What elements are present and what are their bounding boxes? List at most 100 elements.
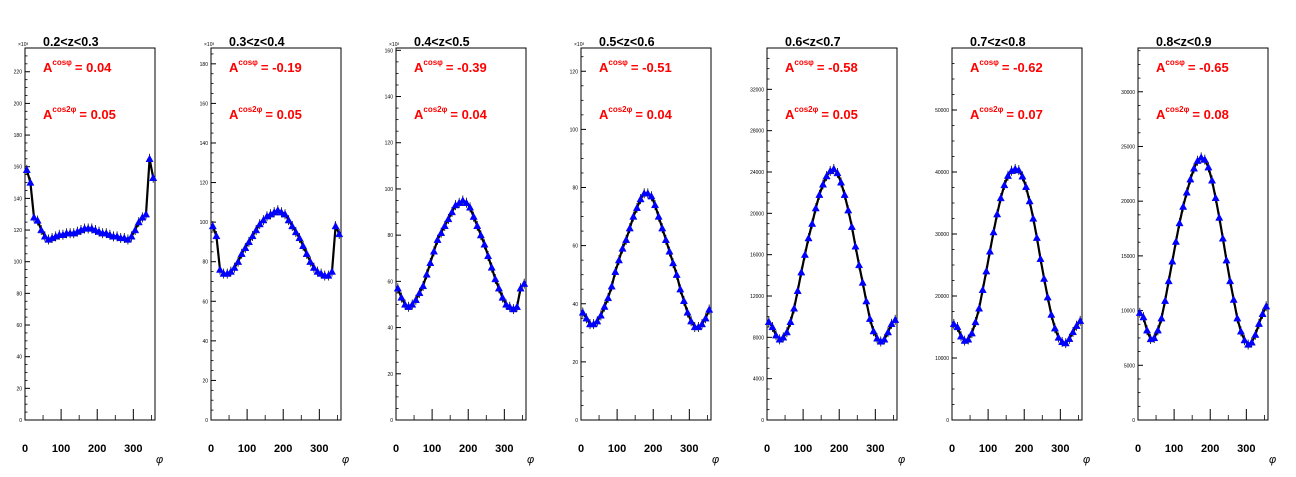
data-point	[862, 297, 871, 305]
x-axis-label: φ	[527, 454, 534, 466]
y-tick-label: 32000	[750, 87, 764, 93]
y-tick-label: 0	[19, 418, 22, 424]
data-point	[887, 319, 896, 328]
y-tick-label: 20000	[750, 211, 764, 217]
annotation-prefix: A	[414, 107, 424, 122]
y-tick-label: 0	[205, 418, 208, 424]
annotation-prefix: A	[785, 60, 795, 75]
data-point	[614, 256, 623, 264]
data-point	[141, 210, 150, 218]
data-point	[658, 224, 667, 232]
x-tick-label: 0	[578, 443, 584, 455]
panel-5: 0 4000 8000 12000 16000 20000 24000 28000 32000 0…	[750, 35, 905, 466]
data-point	[324, 271, 333, 279]
data-point	[880, 335, 889, 343]
data-point	[476, 231, 485, 239]
x-tick-label: 100	[1165, 443, 1183, 455]
annotation-superscript: cos2φ	[423, 105, 447, 114]
data-point	[643, 189, 652, 197]
panel-3: 0 20 40 60 80 100 120 140 160 0 100 200 300 φ ×10³ 0.4<…	[385, 35, 535, 466]
data-point	[1047, 310, 1056, 318]
data-point	[600, 302, 609, 310]
y-exponent-label: ×10³	[18, 42, 28, 48]
annotation-value: = 0.04	[635, 107, 672, 122]
data-point	[1218, 234, 1227, 242]
y-tick-label: 80	[202, 260, 208, 266]
data-point	[697, 319, 706, 328]
annotation-value: = -0.39	[446, 60, 487, 75]
data-point	[1229, 295, 1238, 303]
data-point	[444, 214, 453, 223]
data-point	[134, 218, 143, 226]
x-tick-label: 0	[393, 443, 399, 455]
data-point	[1204, 163, 1213, 171]
y-tick-label: 40	[572, 302, 578, 308]
y-tick-label: 20000	[935, 294, 949, 300]
data-point	[665, 247, 674, 255]
data-point	[975, 304, 984, 312]
data-point	[1003, 171, 1012, 179]
x-tick-label: 200	[644, 443, 662, 455]
data-point	[415, 288, 424, 297]
annotation-prefix: A	[414, 60, 424, 75]
annotation-value: = -0.65	[1188, 60, 1229, 75]
data-point	[259, 216, 268, 224]
panel-2: 0 20 40 60 80 100 120 140 160 180 0 100 200 300 φ ×10³ 0…	[200, 35, 350, 466]
panel-title: 0.4<z<0.5	[414, 35, 470, 49]
x-tick-label: 200	[88, 443, 106, 455]
data-point	[768, 322, 777, 331]
x-tick-label: 0	[22, 443, 28, 455]
asymmetry-annotation: Acosφ = -0.62	[970, 58, 1043, 75]
data-point	[440, 221, 449, 230]
plot-frame	[580, 47, 712, 421]
y-tick-label: 100	[200, 220, 209, 226]
data-point	[790, 304, 799, 312]
data-point	[687, 317, 696, 325]
x-tick-label: 300	[495, 443, 513, 455]
data-point	[473, 221, 482, 230]
data-point	[1175, 218, 1184, 227]
y-tick-label: 60	[202, 299, 208, 305]
data-point	[1135, 308, 1144, 316]
data-point	[1065, 334, 1074, 342]
y-tick-label: 100	[385, 187, 394, 193]
data-point	[1018, 172, 1027, 180]
annotation-prefix: A	[970, 60, 980, 75]
y-tick-label: 0	[575, 418, 578, 424]
data-point	[822, 172, 831, 180]
data-point	[37, 225, 46, 234]
data-point	[701, 314, 710, 322]
data-point	[818, 180, 827, 188]
data-point	[502, 300, 511, 308]
data-point	[145, 154, 154, 162]
annotation-value: = -0.51	[631, 60, 672, 75]
annotation-superscript: cos2φ	[52, 105, 76, 114]
plot-frame	[1137, 47, 1269, 421]
data-point	[593, 317, 602, 325]
plot-frame	[24, 47, 156, 421]
data-point	[429, 247, 438, 255]
data-point	[1247, 338, 1256, 346]
data-point	[985, 247, 994, 255]
data-point	[815, 190, 824, 198]
data-point	[1254, 319, 1263, 327]
data-point	[284, 216, 293, 224]
y-tick-label: 20	[572, 360, 578, 366]
data-point	[654, 212, 663, 220]
data-point	[255, 219, 264, 228]
data-point	[636, 195, 645, 203]
y-tick-label: 15000	[1121, 254, 1135, 260]
y-tick-label: 160	[385, 48, 394, 54]
data-point	[808, 219, 817, 227]
y-tick-label: 180	[200, 62, 209, 68]
data-point	[226, 267, 235, 275]
y-tick-label: 60	[16, 323, 22, 329]
data-point	[957, 332, 966, 340]
data-point	[661, 235, 670, 243]
data-point	[244, 237, 253, 246]
y-tick-label: 30000	[1121, 90, 1135, 96]
y-exponent-label: ×10³	[389, 42, 399, 48]
data-point	[33, 216, 42, 224]
data-point	[291, 227, 300, 236]
data-point	[241, 243, 250, 251]
